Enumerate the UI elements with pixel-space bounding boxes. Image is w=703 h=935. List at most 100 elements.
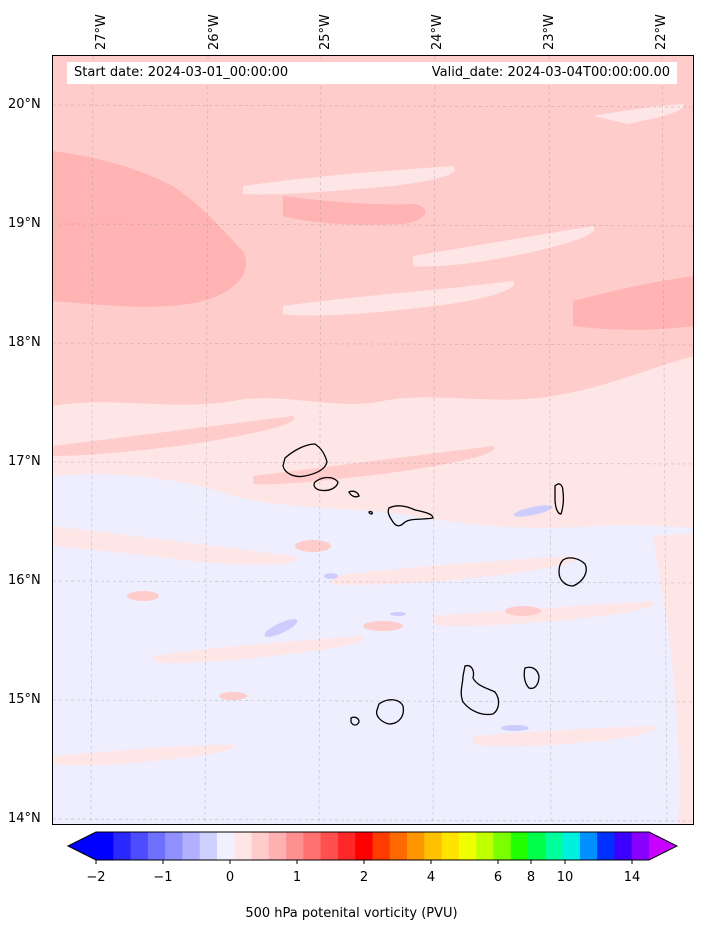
field-blue-blob-3 xyxy=(324,573,338,579)
colorbar-cell xyxy=(182,832,201,860)
field-blue-blob-5 xyxy=(501,725,529,731)
colorbar-cell xyxy=(199,832,218,860)
lat-label-19n: 19°N xyxy=(8,216,41,231)
colorbar-cell xyxy=(562,832,581,860)
colorbar-extend-high xyxy=(649,832,677,860)
coastlines xyxy=(282,443,587,726)
colorbar-cell xyxy=(268,832,287,860)
colorbar-cell xyxy=(510,832,529,860)
cbar-tick-6: 6 xyxy=(493,870,503,885)
field-midpink-west xyxy=(53,151,247,307)
lon-label-23w: 23°W xyxy=(542,14,557,50)
colorbar-cell xyxy=(355,832,373,860)
field-pink-blob-2 xyxy=(363,621,403,631)
map-frame xyxy=(52,55,694,825)
colorbar-cell xyxy=(147,832,166,860)
field-pink-blob-3 xyxy=(127,591,159,601)
island-ilheu xyxy=(368,510,373,515)
island-sal xyxy=(554,483,565,515)
island-santiago xyxy=(460,664,500,716)
colorbar-cell xyxy=(234,832,253,860)
field-lightblue-south xyxy=(53,474,693,824)
field-pale-streak-1 xyxy=(243,166,455,195)
lon-label-22w: 22°W xyxy=(654,14,669,50)
colorbar-cell xyxy=(251,832,270,860)
colorbar-cell xyxy=(216,832,235,860)
island-fogo xyxy=(375,699,405,725)
field-pale-streak-5 xyxy=(53,526,297,565)
colorbar-cell xyxy=(458,832,477,860)
cbar-tick-14: 14 xyxy=(623,870,641,885)
valid-date-text: Valid_date: 2024-03-04T00:00:00.00 xyxy=(431,65,670,80)
colorbar-cell xyxy=(320,832,339,860)
field-blue-blob-1 xyxy=(264,619,298,637)
colorbar-cell xyxy=(165,832,183,860)
lon-label-25w: 25°W xyxy=(318,14,333,50)
field-pale-streak-7 xyxy=(433,601,655,627)
cbar-tick-0: 0 xyxy=(225,870,235,885)
colorbar-cell xyxy=(614,832,633,860)
colorbar-cell xyxy=(597,832,615,860)
field-pink-north xyxy=(53,56,693,406)
lat-label-17n: 17°N xyxy=(8,454,41,469)
cbar-tick-neg2: −2 xyxy=(86,870,106,885)
cbar-tick-2: 2 xyxy=(359,870,369,885)
field-midpink-streak-1 xyxy=(283,196,426,225)
lon-label-24w: 24°W xyxy=(430,14,445,50)
start-date-text: Start date: 2024-03-01_00:00:00 xyxy=(74,65,289,80)
date-info-bar: Start date: 2024-03-01_00:00:00 Valid_da… xyxy=(67,62,677,84)
island-santa-luzia xyxy=(348,490,360,498)
gridlines xyxy=(53,56,693,824)
lat-label-18n: 18°N xyxy=(8,335,41,350)
colorbar-cell xyxy=(130,832,149,860)
field-pale-streak-2 xyxy=(413,226,595,267)
cbar-tick-8: 8 xyxy=(526,870,536,885)
island-santo-antao xyxy=(282,443,328,478)
field-pink-streak-1 xyxy=(53,416,295,456)
colorbar-cell xyxy=(528,832,546,860)
cbar-tick-neg1: −1 xyxy=(153,870,173,885)
field-pale-streak-3 xyxy=(283,281,515,316)
colorbar-cell xyxy=(286,832,304,860)
field-blue-blob-4 xyxy=(390,612,406,616)
colorbar-cell xyxy=(476,832,494,860)
field-pale-streak-9 xyxy=(473,726,656,747)
field-pink-blob-1 xyxy=(295,540,331,552)
colorbar-cell xyxy=(579,832,598,860)
colorbar-cell xyxy=(407,832,425,860)
pv-contour-map xyxy=(53,56,693,824)
lat-label-15n: 15°N xyxy=(8,692,41,707)
colorbar-cell xyxy=(303,832,322,860)
field-blue-blob-2 xyxy=(513,505,553,517)
field-pink-streak-2 xyxy=(253,446,495,485)
colorbar-cell xyxy=(424,832,443,860)
lat-label-16n: 16°N xyxy=(8,573,41,588)
colorbar-extend-low xyxy=(68,832,96,860)
cbar-tick-1: 1 xyxy=(292,870,302,885)
colorbar-cell xyxy=(631,832,650,860)
colorbar xyxy=(66,831,679,864)
colorbar-cell xyxy=(337,832,356,860)
island-sao-nicolau xyxy=(387,505,434,527)
field-pale-streak-10 xyxy=(53,744,235,766)
lat-label-14n: 14°N xyxy=(8,811,41,826)
field-midpink-streak-2 xyxy=(573,276,693,330)
field-pink-blob-4 xyxy=(505,606,541,616)
colorbar-cell xyxy=(96,832,114,860)
colorbar-cell xyxy=(493,832,512,860)
cbar-tick-10: 10 xyxy=(556,870,574,885)
field-pale-streak-4 xyxy=(593,104,684,124)
colorbar-cell xyxy=(372,832,391,860)
field-pale-streak-11 xyxy=(653,534,693,824)
colorbar-cell xyxy=(545,832,564,860)
colorbar-cell xyxy=(389,832,408,860)
island-brava xyxy=(350,716,360,726)
island-maio xyxy=(523,666,540,690)
lon-label-26w: 26°W xyxy=(207,14,222,50)
colorbar-label: 500 hPa potenital vorticity (PVU) xyxy=(245,906,458,921)
island-boa-vista xyxy=(558,557,587,587)
colorbar-cell xyxy=(441,832,460,860)
lon-label-27w: 27°W xyxy=(94,14,109,50)
cbar-tick-4: 4 xyxy=(426,870,436,885)
lat-label-20n: 20°N xyxy=(8,97,41,112)
